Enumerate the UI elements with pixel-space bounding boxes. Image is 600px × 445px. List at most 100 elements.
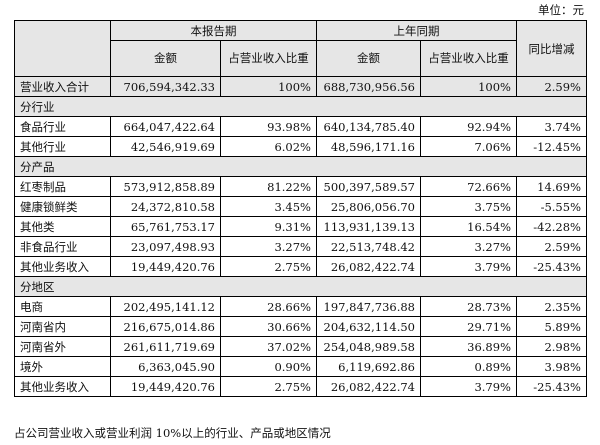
prior-amount: 113,931,139.13 — [316, 216, 421, 237]
header-blank-cell — [14, 20, 111, 77]
section-header-row: 分产品 — [14, 156, 587, 177]
header-prior-period: 上年同期 — [316, 20, 517, 41]
current-amount: 6,363,045.90 — [110, 356, 221, 377]
section-header-row: 分地区 — [14, 276, 587, 297]
yoy-change: 5.89% — [516, 316, 587, 337]
header-row-columns: 金额 占营业收入比重 金额 占营业收入比重 — [15, 40, 587, 77]
table-row: 河南省内 216,675,014.86 30.66% 204,632,114.50 29… — [14, 316, 587, 337]
prior-amount: 25,806,056.70 — [316, 196, 421, 217]
prior-share: 3.79% — [420, 256, 517, 277]
yoy-change: 3.98% — [516, 356, 587, 377]
row-label: 其他行业 — [14, 136, 111, 157]
current-share: 37.02% — [220, 336, 317, 357]
yoy-change: 14.69% — [516, 176, 587, 197]
table-row: 境外 6,363,045.90 0.90% 6,119,692.86 0.89% 3.98… — [14, 356, 587, 377]
current-amount: 664,047,422.64 — [110, 116, 221, 137]
yoy-change: -5.55% — [516, 196, 587, 217]
section-title: 分行业 — [14, 96, 587, 117]
row-label: 健康锁鲜类 — [14, 196, 111, 217]
current-share: 28.66% — [220, 296, 317, 317]
row-label: 红枣制品 — [14, 176, 111, 197]
prior-amount: 204,632,114.50 — [316, 316, 421, 337]
row-label: 其他类 — [14, 216, 111, 237]
table-row: 其他业务收入 19,449,420.76 2.75% 26,082,422.74 3.7… — [14, 256, 587, 277]
yoy-change: -25.43% — [516, 376, 587, 397]
yoy-change: 3.74% — [516, 116, 587, 137]
current-amount: 261,611,719.69 — [110, 336, 221, 357]
current-share: 9.31% — [220, 216, 317, 237]
yoy-change: -25.43% — [516, 256, 587, 277]
row-label: 电商 — [14, 296, 111, 317]
yoy-change: 2.59% — [516, 236, 587, 257]
current-amount: 573,912,858.89 — [110, 176, 221, 197]
yoy-change: 2.35% — [516, 296, 587, 317]
table-row: 其他业务收入 19,449,420.76 2.75% 26,082,422.74 3.7… — [14, 376, 587, 397]
table-row: 非食品行业 23,097,498.93 3.27% 22,513,748.42 3.27… — [14, 236, 587, 257]
header-current-share: 占营业收入比重 — [220, 40, 317, 77]
current-amount: 42,546,919.69 — [110, 136, 221, 157]
current-share: 2.75% — [220, 256, 317, 277]
current-amount: 202,495,141.12 — [110, 296, 221, 317]
current-share: 0.90% — [220, 356, 317, 377]
prior-amount: 22,513,748.42 — [316, 236, 421, 257]
prior-share: 36.89% — [420, 336, 517, 357]
total-label: 营业收入合计 — [14, 76, 111, 97]
current-amount: 65,761,753.17 — [110, 216, 221, 237]
current-share: 6.02% — [220, 136, 317, 157]
table-body: 营业收入合计 706,594,342.33 100% 688,730,956.5… — [14, 76, 587, 397]
footnote: 占公司营业收入或营业利润 10%以上的行业、产品或地区情况 — [14, 426, 331, 440]
total-prior-amount: 688,730,956.56 — [316, 76, 421, 97]
row-label: 境外 — [14, 356, 111, 377]
total-row: 营业收入合计 706,594,342.33 100% 688,730,956.5… — [14, 76, 587, 97]
prior-amount: 197,847,736.88 — [316, 296, 421, 317]
current-amount: 24,372,810.58 — [110, 196, 221, 217]
table-row: 河南省外 261,611,719.69 37.02% 254,048,989.58 36… — [14, 336, 587, 357]
current-share: 3.27% — [220, 236, 317, 257]
prior-amount: 6,119,692.86 — [316, 356, 421, 377]
section-title: 分产品 — [14, 156, 587, 177]
current-share: 81.22% — [220, 176, 317, 197]
prior-share: 92.94% — [420, 116, 517, 137]
current-amount: 216,675,014.86 — [110, 316, 221, 337]
prior-share: 3.27% — [420, 236, 517, 257]
prior-amount: 26,082,422.74 — [316, 376, 421, 397]
prior-share: 3.79% — [420, 376, 517, 397]
prior-amount: 26,082,422.74 — [316, 256, 421, 277]
current-amount: 23,097,498.93 — [110, 236, 221, 257]
header-prior-share: 占营业收入比重 — [420, 40, 517, 77]
header-current-period: 本报告期 — [110, 20, 317, 41]
revenue-breakdown-table: 本报告期 上年同期 同比增减 金额 占营业收入比重 金额 占营业收入比重 营业收… — [14, 20, 587, 397]
current-share: 93.98% — [220, 116, 317, 137]
prior-share: 72.66% — [420, 176, 517, 197]
current-amount: 19,449,420.76 — [110, 376, 221, 397]
section-title: 分地区 — [14, 276, 587, 297]
total-current-amount: 706,594,342.33 — [110, 76, 221, 97]
unit-label: 单位：元 — [538, 3, 584, 17]
current-share: 2.75% — [220, 376, 317, 397]
prior-amount: 48,596,171.16 — [316, 136, 421, 157]
row-label: 其他业务收入 — [14, 376, 111, 397]
current-amount: 19,449,420.76 — [110, 256, 221, 277]
header-current-amount: 金额 — [110, 40, 221, 77]
row-label: 非食品行业 — [14, 236, 111, 257]
header-row-groups: 本报告期 上年同期 同比增减 — [14, 20, 587, 77]
table-header: 本报告期 上年同期 同比增减 金额 占营业收入比重 金额 占营业收入比重 — [14, 20, 587, 77]
yoy-change: -42.28% — [516, 216, 587, 237]
prior-amount: 254,048,989.58 — [316, 336, 421, 357]
row-label: 其他业务收入 — [14, 256, 111, 277]
yoy-change: -12.45% — [516, 136, 587, 157]
prior-share: 7.06% — [420, 136, 517, 157]
table-row: 其他类 65,761,753.17 9.31% 113,931,139.13 16.54… — [14, 216, 587, 237]
prior-amount: 640,134,785.40 — [316, 116, 421, 137]
header-prior-amount: 金额 — [316, 40, 421, 77]
prior-share: 16.54% — [420, 216, 517, 237]
table-row: 其他行业 42,546,919.69 6.02% 48,596,171.16 7.06%… — [14, 136, 587, 157]
total-prior-share: 100% — [420, 76, 517, 97]
row-label: 食品行业 — [14, 116, 111, 137]
row-label: 河南省内 — [14, 316, 111, 337]
section-header-row: 分行业 — [14, 96, 587, 117]
table-row: 健康锁鲜类 24,372,810.58 3.45% 25,806,056.70 3.75… — [14, 196, 587, 217]
prior-amount: 500,397,589.57 — [316, 176, 421, 197]
current-share: 30.66% — [220, 316, 317, 337]
prior-share: 28.73% — [420, 296, 517, 317]
